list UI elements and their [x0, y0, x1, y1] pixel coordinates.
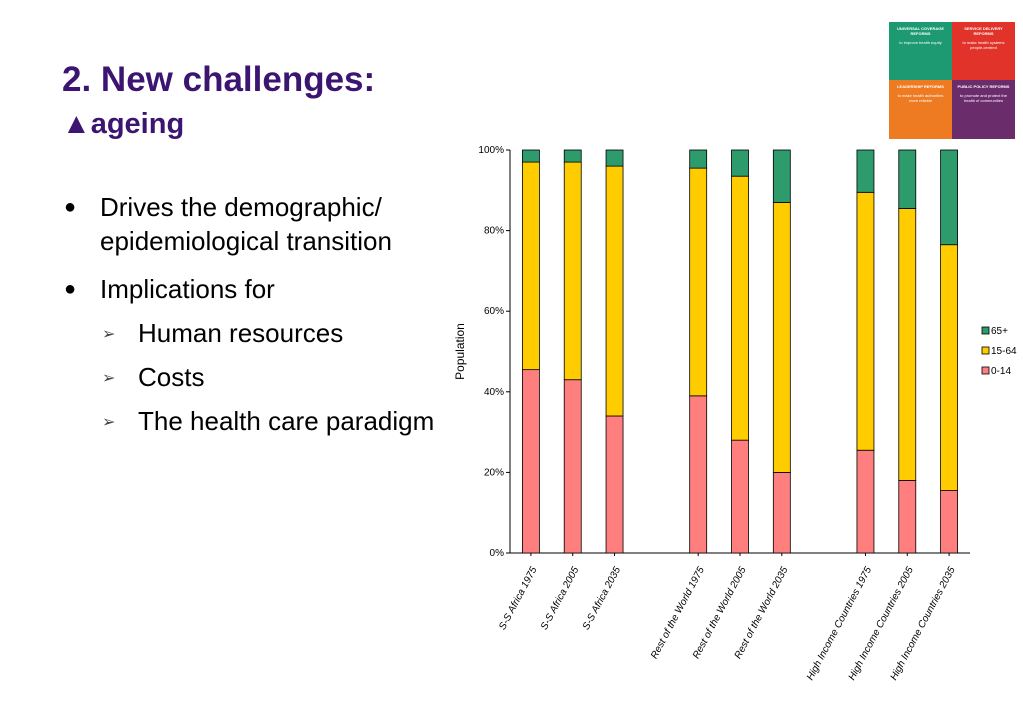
sub-bullet-text: Costs: [138, 362, 205, 392]
legend-swatch: [981, 326, 990, 335]
legend-label: 15-64: [991, 346, 1017, 357]
y-tick-label: 100%: [478, 145, 504, 156]
logo-piece-leadership: LEADERSHIP REFORMS to make health author…: [889, 80, 952, 139]
bar-segment-65plus: [940, 149, 958, 246]
sub-bullet-item: ➢ Costs: [60, 360, 520, 394]
y-tick-label: 20%: [484, 467, 504, 478]
bar-segment-65plus: [772, 149, 791, 203]
bar-segment-65plus: [898, 149, 917, 209]
logo-piece-title: SERVICE DELIVERY REFORMS: [964, 26, 1003, 36]
bar-segment-0-14: [563, 379, 582, 554]
bar-segment-65plus: [856, 149, 875, 193]
bar-segment-15-64: [772, 201, 791, 473]
slide-title: 2. New challenges:: [62, 60, 376, 99]
bar-segment-15-64: [898, 208, 917, 481]
bar-segment-15-64: [605, 165, 624, 417]
bar-segment-0-14: [898, 480, 917, 554]
bar-segment-15-64: [689, 167, 708, 397]
y-tick-label: 80%: [484, 226, 504, 237]
sub-bullet-text: The health care paradigm: [138, 406, 435, 436]
logo-piece-caption: to promote and protect the health of com…: [960, 93, 1007, 103]
bar-segment-15-64: [940, 244, 958, 491]
y-tick-label: 40%: [484, 387, 504, 398]
x-category-label: S-S Africa 1975: [497, 565, 540, 632]
logo-piece-title: UNIVERSAL COVERAGE REFORMS: [896, 26, 945, 36]
y-axis-label: Population: [453, 323, 467, 380]
health-reforms-puzzle-logo: UNIVERSAL COVERAGE REFORMS to improve he…: [889, 22, 1015, 139]
logo-piece-public-policy: PUBLIC POLICY REFORMS to promote and pro…: [952, 80, 1015, 139]
x-category-label: S-S Africa 2005: [539, 565, 582, 632]
logo-piece-title: LEADERSHIP REFORMS: [897, 84, 944, 89]
bar-segment-0-14: [605, 415, 624, 554]
logo-piece-title: PUBLIC POLICY REFORMS: [957, 84, 1010, 89]
bullet-dot-icon: ●: [64, 278, 77, 300]
sub-bullet-text: Human resources: [138, 318, 344, 348]
bar-segment-0-14: [856, 449, 875, 554]
bar-segment-15-64: [522, 161, 540, 371]
arrow-bullet-icon: ➢: [102, 414, 116, 431]
bar-segment-15-64: [731, 175, 749, 441]
logo-piece-caption: to make health authorities more reliable: [897, 93, 944, 103]
logo-piece-caption: to improve health equity: [899, 40, 942, 45]
bullet-item: ● Drives the demographic/ epidemiologica…: [60, 190, 520, 258]
legend-swatch: [981, 366, 990, 375]
legend-label: 0-14: [991, 366, 1011, 377]
logo-piece-universal-coverage: UNIVERSAL COVERAGE REFORMS to improve he…: [889, 22, 952, 80]
slide-subtitle: ▲ageing: [62, 108, 185, 140]
bar-segment-0-14: [772, 471, 791, 554]
bullet-text: Implications for: [100, 274, 275, 304]
bar-segment-65plus: [605, 149, 624, 167]
logo-piece-service-delivery: SERVICE DELIVERY REFORMS to make health …: [952, 22, 1015, 80]
bullet-text: Drives the demographic/ epidemiological …: [100, 192, 392, 256]
bar-segment-65plus: [522, 149, 540, 163]
y-tick-label: 0%: [490, 548, 505, 559]
bullet-dot-icon: ●: [64, 196, 77, 218]
bar-segment-0-14: [731, 439, 749, 554]
sub-bullet-item: ➢ The health care paradigm: [60, 404, 520, 438]
bar-segment-0-14: [940, 490, 958, 554]
bar-segment-15-64: [563, 161, 582, 381]
bar-segment-65plus: [689, 149, 708, 169]
bar-segment-0-14: [522, 369, 540, 554]
bar-segment-65plus: [731, 149, 749, 177]
legend-label: 65+: [991, 326, 1008, 337]
x-category-label: S-S Africa 2035: [581, 565, 624, 632]
y-tick-label: 60%: [484, 306, 504, 317]
logo-piece-caption: to make health systems people-centred: [962, 40, 1005, 50]
bullet-list: ● Drives the demographic/ epidemiologica…: [60, 190, 520, 448]
bar-segment-65plus: [563, 149, 582, 163]
bar-segment-0-14: [689, 395, 708, 554]
arrow-bullet-icon: ➢: [102, 370, 116, 387]
legend-swatch: [981, 346, 990, 355]
sub-bullet-item: ➢ Human resources: [60, 316, 520, 350]
bullet-item: ● Implications for: [60, 272, 520, 306]
arrow-bullet-icon: ➢: [102, 326, 116, 343]
bar-segment-15-64: [856, 191, 875, 451]
